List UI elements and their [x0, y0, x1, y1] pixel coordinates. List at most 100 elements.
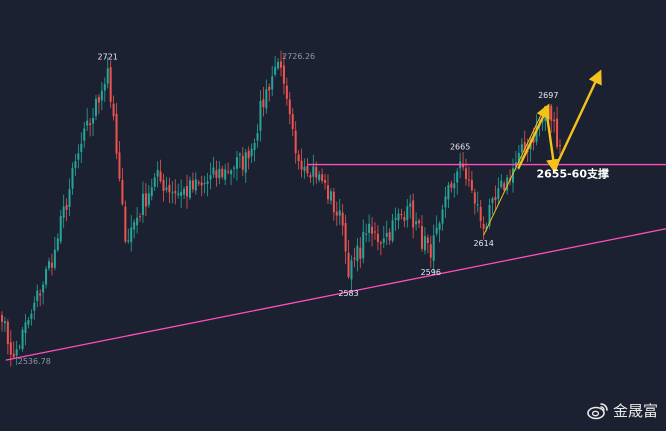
candle-body — [315, 167, 317, 178]
candle-body — [400, 214, 402, 215]
candle-body — [118, 152, 120, 178]
candle-body — [124, 207, 126, 242]
candle-body — [136, 218, 138, 226]
candle-body — [286, 86, 288, 99]
candle-body — [494, 197, 496, 200]
candle-body — [74, 161, 76, 168]
candle-body — [10, 342, 12, 355]
candle-body — [242, 156, 244, 170]
candle-body — [83, 128, 85, 140]
candle-body — [133, 222, 135, 229]
candle-body — [24, 323, 26, 333]
price-annotation: 2596 — [421, 268, 441, 277]
candle-body — [262, 99, 264, 107]
candle-body — [145, 193, 147, 206]
candle-body — [301, 161, 303, 170]
candle-body — [116, 114, 118, 154]
candle-body — [39, 293, 41, 295]
candle-body — [324, 180, 326, 183]
candle-body — [177, 193, 179, 195]
candle-body — [339, 210, 341, 215]
price-annotation: 2726.26 — [282, 52, 315, 61]
candle-body — [218, 169, 220, 178]
candle-body — [33, 303, 35, 311]
candle-body — [550, 106, 552, 121]
candle-body — [110, 67, 112, 102]
candle-body — [374, 231, 376, 232]
candle-body — [395, 218, 397, 220]
candle-body — [4, 321, 6, 323]
candle-body — [447, 185, 449, 200]
price-annotation: 2614 — [473, 239, 493, 248]
candle-body — [474, 192, 476, 203]
candle-body — [333, 192, 335, 213]
candle-body — [1, 315, 3, 322]
candle-body — [245, 152, 247, 172]
candle-body — [45, 269, 47, 284]
candle-body — [433, 235, 435, 260]
candle-body — [221, 169, 223, 177]
candle-body — [295, 131, 297, 154]
candle-body — [421, 226, 423, 249]
candle-body — [289, 100, 291, 115]
candle-body — [251, 149, 253, 156]
candle-body — [80, 144, 82, 152]
candle-body — [168, 185, 170, 192]
candle-body — [439, 223, 441, 229]
candle-body — [212, 168, 214, 175]
projection-arrow-up-2 — [558, 76, 598, 161]
lines-group — [6, 76, 666, 360]
candle-body — [380, 242, 382, 243]
candle-body — [377, 234, 379, 242]
candle-body — [236, 157, 238, 169]
candle-body — [51, 263, 53, 268]
candle-body — [19, 347, 21, 348]
candle-body — [180, 192, 182, 196]
candle-body — [7, 322, 9, 345]
candle-body — [444, 196, 446, 207]
weibo-icon — [587, 402, 609, 420]
candle-body — [71, 168, 73, 189]
candle-body — [415, 221, 417, 224]
candle-body — [142, 194, 144, 215]
candle-body — [330, 191, 332, 200]
candle-body — [321, 174, 323, 181]
projection-arrow-up — [518, 110, 546, 169]
candle-body — [521, 144, 523, 152]
candle-body — [89, 123, 91, 125]
candle-body — [60, 216, 62, 241]
candle-body — [306, 166, 308, 173]
candle-body — [154, 177, 156, 186]
candle-body — [483, 224, 485, 229]
candle-body — [165, 188, 167, 190]
candle-body — [69, 189, 71, 207]
candle-body — [442, 210, 444, 224]
watermark: 金晟富 — [587, 400, 658, 421]
candle-body — [130, 227, 132, 242]
candle-body — [453, 183, 455, 188]
candle-body — [127, 240, 129, 241]
candle-body — [22, 330, 24, 349]
candle-body — [465, 168, 467, 179]
candle-body — [386, 233, 388, 237]
support-label: 2655-60支撑 — [537, 167, 610, 181]
candle-body — [298, 155, 300, 161]
candle-body — [553, 120, 555, 122]
candle-body — [86, 121, 88, 126]
candle-body — [57, 238, 59, 250]
candle-body — [30, 314, 32, 319]
candle-body — [257, 133, 259, 140]
candle-body — [327, 185, 329, 199]
candle-body — [66, 205, 68, 210]
candle-body — [183, 189, 185, 195]
candle-body — [268, 87, 270, 91]
candle-body — [456, 172, 458, 183]
candle-body — [259, 101, 261, 131]
candle-body — [342, 213, 344, 226]
candle-body — [356, 246, 358, 261]
candle-body — [477, 204, 479, 205]
candle-body — [157, 170, 159, 177]
candle-body — [113, 104, 115, 116]
candle-body — [500, 181, 502, 187]
